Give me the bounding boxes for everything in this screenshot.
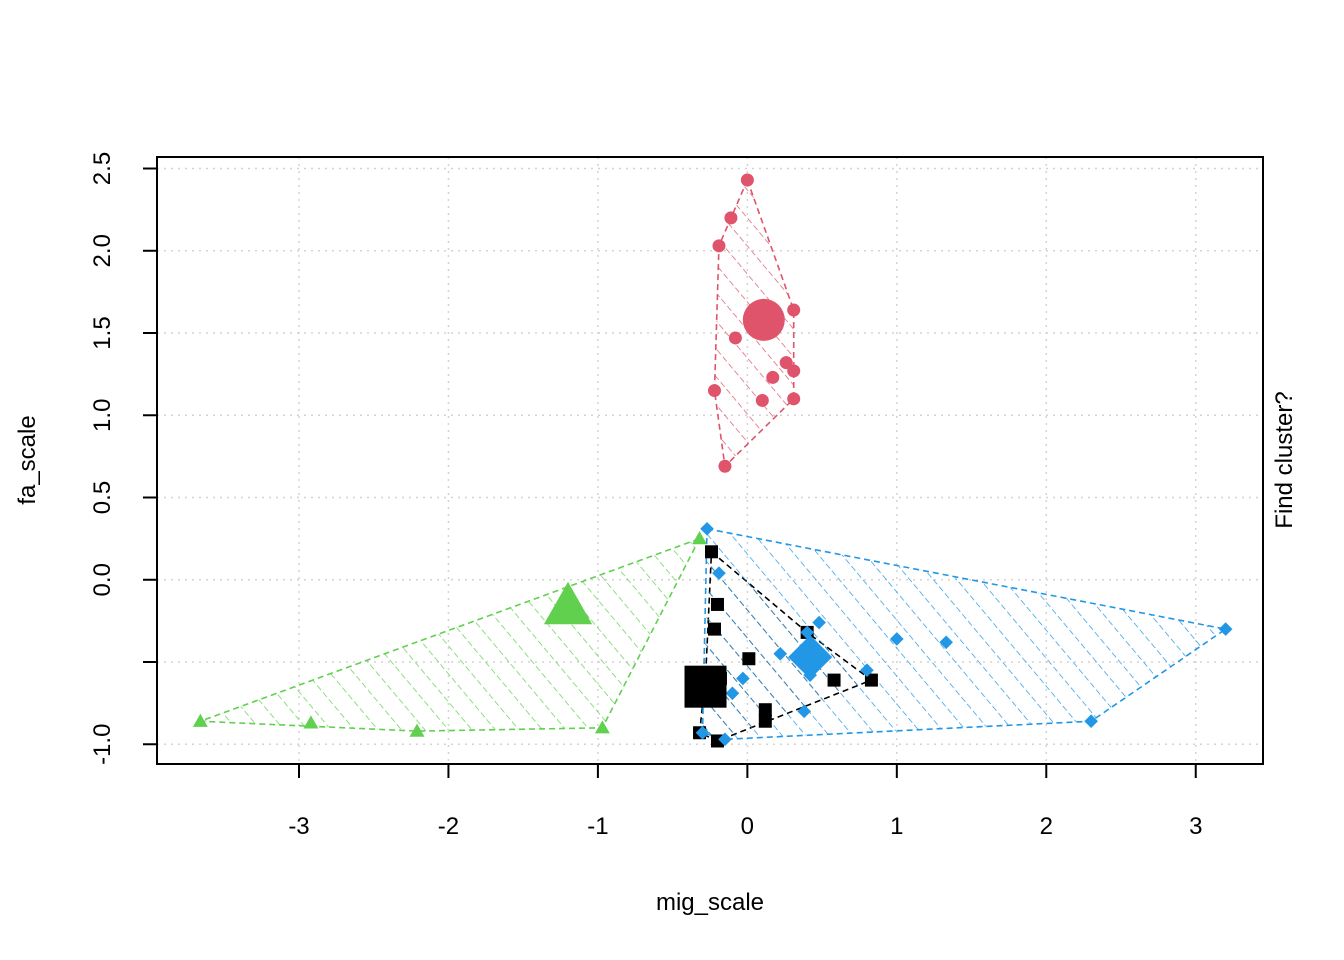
- x-tick-label: 0: [741, 813, 754, 840]
- data-point: [736, 671, 750, 686]
- data-point: [712, 566, 726, 581]
- data-point: [787, 364, 801, 378]
- data-point: [812, 615, 826, 630]
- y-tick-label: -1.0: [89, 724, 116, 765]
- data-point: [718, 459, 732, 473]
- data-point: [700, 521, 714, 536]
- x-tick-label: -1: [587, 813, 608, 840]
- data-point: [728, 331, 742, 345]
- x-tick-label: 3: [1189, 813, 1202, 840]
- data-point: [594, 720, 610, 734]
- data-point: [827, 673, 841, 687]
- data-point: [787, 392, 801, 406]
- data-point: [724, 211, 738, 225]
- data-point: [712, 239, 726, 253]
- cluster-hull: [200, 537, 702, 732]
- y-axis-title: fa_scale: [14, 415, 41, 504]
- cluster-hulls: [200, 177, 1228, 742]
- data-point: [800, 625, 814, 640]
- data-point: [758, 714, 772, 728]
- data-point: [766, 370, 780, 384]
- data-point: [692, 531, 708, 545]
- y-tick-label: 1.5: [89, 316, 116, 349]
- data-point: [1218, 622, 1233, 636]
- data-point: [303, 715, 319, 729]
- cluster-centroid: [543, 581, 593, 625]
- data-point: [773, 646, 788, 661]
- x-tick-label: -3: [288, 813, 309, 840]
- y-tick-label: 2.5: [89, 152, 116, 185]
- data-point: [779, 356, 793, 370]
- data-point: [742, 652, 756, 666]
- data-points: [192, 173, 1233, 748]
- data-point: [860, 663, 874, 678]
- data-point: [758, 703, 772, 717]
- data-point: [192, 713, 208, 727]
- y-tick-label: 0.0: [89, 563, 116, 596]
- x-tick-label: 1: [890, 813, 903, 840]
- x-axis-title: mig_scale: [656, 889, 764, 916]
- data-point: [707, 384, 721, 398]
- data-point: [889, 632, 904, 646]
- data-point: [797, 704, 811, 719]
- data-point: [710, 597, 724, 611]
- cluster-centroid: [742, 298, 785, 341]
- y-tick-label: 2.0: [89, 234, 116, 267]
- cluster-hull: [701, 527, 1228, 741]
- x-tick-label: -2: [438, 813, 459, 840]
- cluster-centroids: [543, 298, 833, 708]
- data-point: [409, 723, 425, 737]
- data-point: [939, 635, 953, 650]
- data-point: [695, 725, 710, 740]
- data-point: [704, 545, 718, 559]
- y-tick-label: 1.0: [89, 399, 116, 432]
- y-axis: -1.0 0.0 0.5 1.0 1.5 2.0 2.5: [89, 152, 158, 765]
- data-point: [707, 622, 721, 636]
- data-point: [755, 393, 769, 407]
- right-axis-title: Find cluster?: [1271, 391, 1298, 528]
- data-point: [787, 303, 801, 317]
- data-point: [740, 173, 754, 187]
- data-point: [725, 686, 740, 701]
- cluster-centroid: [788, 635, 833, 680]
- data-point: [718, 732, 732, 747]
- x-axis: -3 -2 -1 0 1 2 3: [288, 763, 1202, 840]
- y-tick-label: 0.5: [89, 481, 116, 514]
- data-point: [864, 673, 878, 687]
- x-tick-label: 2: [1040, 813, 1053, 840]
- data-point: [1084, 714, 1098, 729]
- cluster-centroid: [684, 665, 727, 708]
